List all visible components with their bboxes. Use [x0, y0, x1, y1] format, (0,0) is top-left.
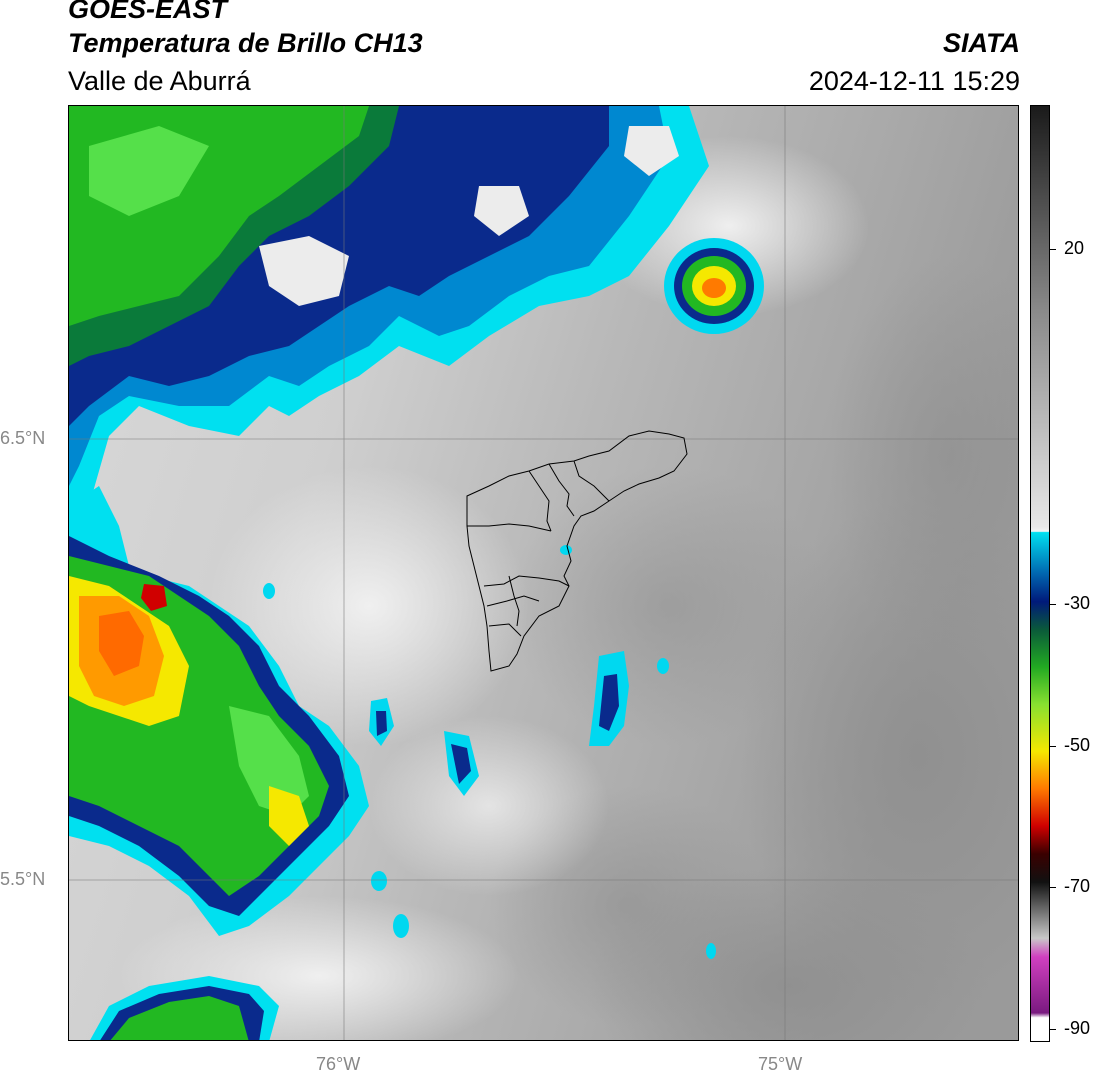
lon-label-76w: 76°W: [316, 1054, 361, 1074]
colorbar-label: -90: [1064, 1018, 1091, 1038]
clear-holes-northwest: [259, 126, 679, 306]
datetime-label: 2024-12-11 15:29: [808, 66, 1020, 96]
colorbar-label: -30: [1064, 593, 1091, 613]
cold-cloud-south: [90, 976, 279, 1040]
graticule: [69, 106, 1018, 1040]
agency-label: SIATA: [943, 28, 1020, 58]
product-title: Temperatura de Brillo CH13: [68, 28, 423, 58]
colorbar-tick: [1050, 1029, 1056, 1030]
colorbar-tick: [1050, 249, 1056, 250]
lat-label-5.5n: 5.5°N: [0, 869, 46, 889]
cold-cloud-southwest: [69, 486, 369, 936]
colorbar-label: -50: [1064, 735, 1091, 755]
lat-label-6.5n: 6.5°N: [0, 428, 46, 448]
brightness-temperature-image: [69, 106, 1018, 1040]
valle-de-aburra-boundaries: [466, 430, 688, 672]
region-subtitle: Valle de Aburrá: [68, 66, 251, 96]
satellite-title: GOES-EAST: [68, 0, 228, 24]
colorbar-tick: [1050, 604, 1056, 605]
satellite-map: [68, 105, 1019, 1041]
isolated-cell-north: [664, 238, 764, 334]
colorbar-label: 20: [1064, 238, 1085, 258]
lon-label-75w: 75°W: [758, 1054, 803, 1074]
colorbar-tick: [1050, 887, 1056, 888]
colorbar-tick: [1050, 746, 1056, 747]
small-cold-cells: [263, 545, 716, 959]
temperature-colorbar: [1030, 105, 1050, 1042]
colorbar-label: -70: [1064, 876, 1091, 896]
